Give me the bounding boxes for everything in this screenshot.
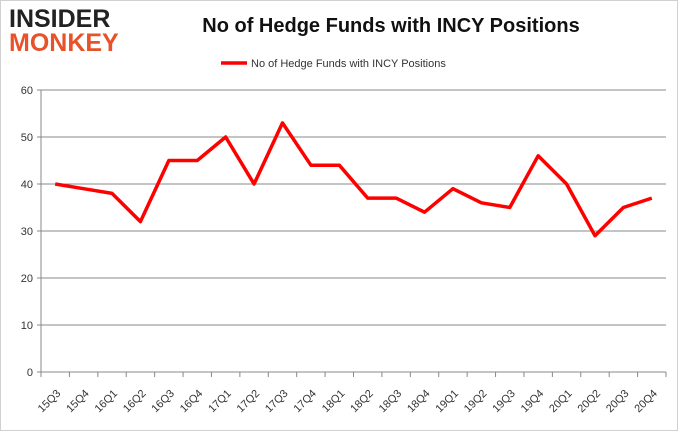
y-tick-label: 30 <box>21 226 33 238</box>
x-tick-label: 16Q4 <box>178 388 206 416</box>
x-tick-label: 17Q2 <box>235 388 263 416</box>
series-line <box>54 121 653 238</box>
y-tick-label: 60 <box>21 85 33 97</box>
x-tick-label: 20Q4 <box>632 388 660 416</box>
x-tick-label: 15Q4 <box>64 388 92 416</box>
x-tick-label: 16Q1 <box>93 388 121 416</box>
y-tick-label: 40 <box>21 179 33 191</box>
y-tick-label: 10 <box>21 320 33 332</box>
logo-line-1: INSIDER <box>9 5 111 33</box>
x-tick-label: 19Q3 <box>490 388 518 416</box>
x-tick-label: 17Q3 <box>263 388 291 416</box>
chart-title: No of Hedge Funds with INCY Positions <box>202 15 580 37</box>
x-tick-label: 16Q2 <box>121 388 149 416</box>
legend-label: No of Hedge Funds with INCY Positions <box>251 58 446 70</box>
insider-monkey-logo: INSIDER MONKEY <box>9 5 119 57</box>
logo-line-2: MONKEY <box>9 29 119 57</box>
x-tick-label: 17Q4 <box>291 388 319 416</box>
x-tick-label: 19Q1 <box>434 388 462 416</box>
y-tick-label: 20 <box>21 273 33 285</box>
x-tick-label: 18Q4 <box>405 388 433 416</box>
x-tick-label: 17Q1 <box>206 388 234 416</box>
y-tick-label: 0 <box>27 367 33 379</box>
x-tick-label: 15Q3 <box>36 388 64 416</box>
x-tick-label: 18Q3 <box>377 388 405 416</box>
x-tick-label: 19Q4 <box>519 388 547 416</box>
x-tick-label: 20Q3 <box>604 388 632 416</box>
x-tick-label: 18Q1 <box>320 388 348 416</box>
x-tick-label: 20Q1 <box>547 388 575 416</box>
y-tick-label: 50 <box>21 132 33 144</box>
x-tick-label: 19Q2 <box>462 388 490 416</box>
x-tick-label: 20Q2 <box>576 388 604 416</box>
x-tick-label: 18Q2 <box>348 388 376 416</box>
x-tick-label: 16Q3 <box>149 388 177 416</box>
